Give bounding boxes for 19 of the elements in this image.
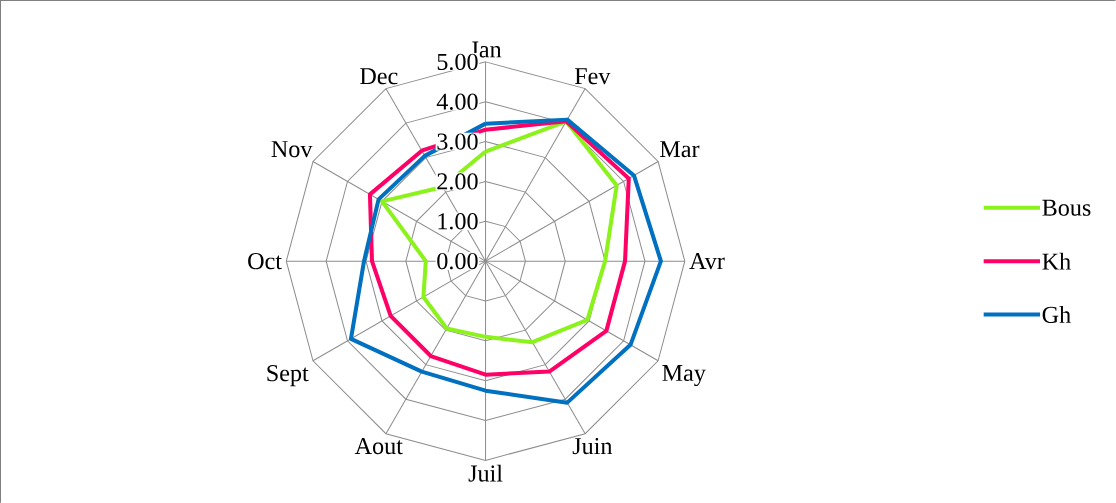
spoke-label: Dec	[360, 68, 398, 85]
legend-label: Gh	[1042, 305, 1071, 323]
spoke-label: Oct	[248, 252, 282, 270]
spoke-label: Avr	[689, 252, 725, 270]
spoke-label: Nov	[271, 141, 313, 158]
y-tick-label: 3.00	[437, 133, 478, 150]
y-tick-label: 2.00	[437, 173, 478, 190]
legend-label: Kh	[1042, 252, 1071, 270]
spoke-label: Fev	[574, 68, 611, 85]
y-tick-label: 4.00	[436, 93, 478, 110]
legend-label: Bous	[1042, 199, 1091, 216]
spoke-label: May	[662, 364, 706, 387]
spoke-label: Juil	[468, 464, 503, 482]
spoke-label: Aout	[354, 437, 403, 455]
spoke-label: Juin	[572, 437, 613, 455]
y-tick-label: 0.00	[437, 252, 478, 270]
y-tick-label: 1.00	[438, 213, 478, 230]
spoke-label: Sept	[267, 364, 309, 387]
spoke-label: Mar	[660, 141, 700, 158]
